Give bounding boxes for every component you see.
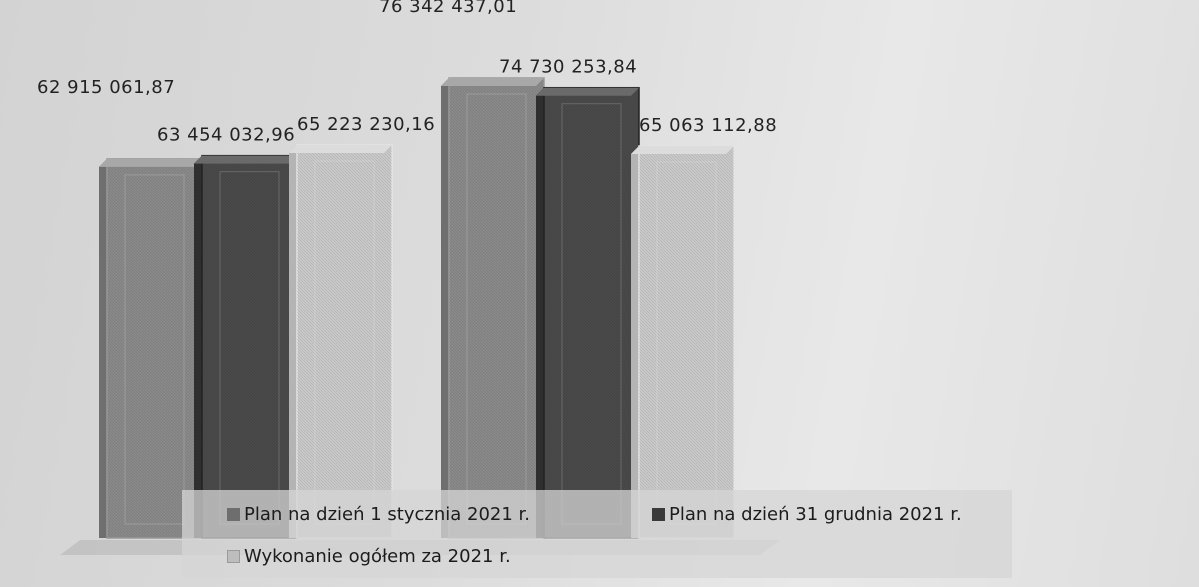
bar-side-face (289, 144, 297, 538)
bar-side-face (441, 78, 449, 538)
bar-0-2 (289, 144, 393, 539)
bar-texture (297, 144, 392, 538)
bar-0-0 (99, 158, 203, 539)
bar-1-2 (631, 145, 735, 539)
legend-item-execution: Wykonanie ogółem za 2021 r. (227, 546, 511, 567)
legend-label-execution: Wykonanie ogółem za 2021 r. (244, 546, 511, 567)
value-label-1-0: 76 342 437,01 (379, 0, 517, 17)
bar-texture (544, 87, 639, 539)
legend-item-plan-january: Plan na dzień 1 stycznia 2021 r. (227, 504, 530, 525)
bars-group (99, 77, 735, 539)
bar-side-face (536, 87, 544, 539)
legend: Plan na dzień 1 stycznia 2021 r. Plan na… (182, 490, 1012, 578)
bar-1-0 (441, 77, 545, 539)
value-label-0-2: 65 223 230,16 (297, 114, 435, 135)
legend-swatch-plan-december (652, 508, 665, 521)
bar-1-1 (536, 86, 640, 539)
bar-side-face (194, 155, 202, 538)
bar-top-face (99, 158, 202, 167)
legend-swatch-execution (227, 550, 240, 563)
bar-side-face (99, 158, 107, 538)
bar-top-face (536, 87, 639, 96)
legend-label-plan-december: Plan na dzień 31 grudnia 2021 r. (669, 504, 962, 525)
bar-0-1 (194, 154, 298, 539)
value-label-0-1: 63 454 032,96 (157, 125, 295, 146)
bar-bevel (124, 174, 185, 525)
value-label-0-0: 62 915 061,87 (37, 77, 175, 98)
bar-top-face (194, 155, 297, 164)
bar-top-face (631, 145, 734, 154)
legend-item-plan-december: Plan na dzień 31 grudnia 2021 r. (652, 504, 962, 525)
bar-top-face (441, 78, 544, 86)
value-label-1-1: 74 730 253,84 (499, 57, 637, 78)
legend-swatch-plan-january (227, 508, 240, 521)
bar-texture (202, 155, 297, 538)
bar-texture (449, 78, 544, 538)
value-label-1-2: 65 063 112,88 (639, 115, 777, 136)
legend-label-plan-january: Plan na dzień 1 stycznia 2021 r. (244, 504, 531, 525)
bar-texture (107, 158, 202, 538)
bar-side-face (631, 145, 639, 538)
bar-texture (639, 145, 734, 538)
bar-top-face (289, 144, 392, 153)
